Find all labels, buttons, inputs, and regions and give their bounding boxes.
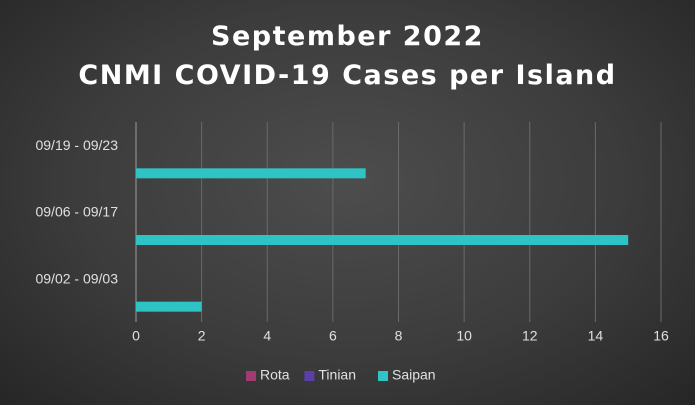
legend-swatch-saipan — [378, 371, 388, 381]
x-tick-label: 6 — [329, 328, 337, 344]
chart-title: September 2022 — [211, 21, 484, 52]
x-tick-label: 2 — [198, 328, 206, 344]
category-label: 09/02 - 09/03 — [35, 270, 118, 286]
legend-label-saipan: Saipan — [392, 367, 436, 383]
x-tick-label: 12 — [522, 328, 538, 344]
bar-saipan — [136, 235, 629, 245]
category-label: 09/06 - 09/17 — [35, 204, 118, 220]
x-tick-label: 4 — [263, 328, 271, 344]
x-tick-label: 10 — [456, 328, 472, 344]
legend-label-rota: Rota — [260, 367, 290, 383]
bar-saipan — [136, 168, 366, 179]
chart-subtitle: CNMI COVID-19 Cases per Island — [78, 60, 617, 91]
x-tick-label: 0 — [132, 328, 140, 344]
x-tick-label: 8 — [395, 328, 403, 344]
legend-swatch-rota — [246, 371, 256, 381]
legend-swatch-tinian — [304, 371, 315, 381]
legend-label-tinian: Tinian — [318, 367, 356, 383]
x-tick-label: 16 — [653, 328, 669, 344]
x-tick-label: 14 — [588, 328, 604, 344]
category-label: 09/19 - 09/23 — [35, 137, 118, 153]
bar-saipan — [136, 301, 202, 312]
